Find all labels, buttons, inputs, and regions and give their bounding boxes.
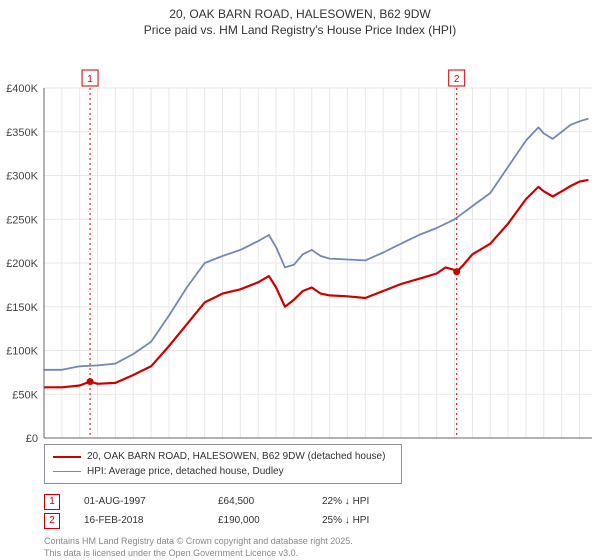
sale-diff-1: 22% ↓ HPI	[322, 492, 422, 511]
legend-label-property: 20, OAK BARN ROAD, HALESOWEN, B62 9DW (d…	[87, 449, 385, 464]
svg-text:2: 2	[454, 74, 460, 85]
legend-swatch-hpi	[53, 471, 81, 472]
svg-text:£0: £0	[26, 433, 38, 443]
sale-price-1: £64,500	[218, 492, 298, 511]
chart-title: 20, OAK BARN ROAD, HALESOWEN, B62 9DW Pr…	[0, 0, 600, 38]
sales-table: 1 01-AUG-1997 £64,500 22% ↓ HPI 2 16-FEB…	[44, 492, 590, 530]
sale-row-1: 1 01-AUG-1997 £64,500 22% ↓ HPI	[44, 492, 590, 511]
legend-label-hpi: HPI: Average price, detached house, Dudl…	[87, 464, 284, 479]
footnote-line1: Contains HM Land Registry data © Crown c…	[44, 536, 590, 548]
svg-text:£350K: £350K	[6, 127, 38, 139]
title-line1: 20, OAK BARN ROAD, HALESOWEN, B62 9DW	[0, 6, 600, 22]
legend-row-hpi: HPI: Average price, detached house, Dudl…	[53, 464, 393, 479]
sale-date-2: 16-FEB-2018	[84, 511, 194, 530]
footnote: Contains HM Land Registry data © Crown c…	[44, 536, 590, 559]
footnote-line2: This data is licensed under the Open Gov…	[44, 548, 590, 560]
svg-text:£250K: £250K	[6, 215, 38, 227]
svg-text:£400K: £400K	[6, 83, 38, 95]
sale-row-2: 2 16-FEB-2018 £190,000 25% ↓ HPI	[44, 511, 590, 530]
svg-text:£100K: £100K	[6, 346, 38, 358]
legend-row-property: 20, OAK BARN ROAD, HALESOWEN, B62 9DW (d…	[53, 449, 393, 464]
chart-area: £0£50K£100K£150K£200K£250K£300K£350K£400…	[0, 38, 600, 438]
sale-diff-2: 25% ↓ HPI	[322, 511, 422, 530]
title-line2: Price paid vs. HM Land Registry's House …	[0, 22, 600, 38]
svg-text:1: 1	[87, 74, 93, 85]
legend-swatch-property	[53, 456, 81, 458]
sale-date-1: 01-AUG-1997	[84, 492, 194, 511]
svg-text:£200K: £200K	[6, 258, 38, 270]
svg-text:£50K: £50K	[12, 390, 38, 402]
sale-marker-1: 1	[44, 494, 60, 510]
line-chart-svg: £0 £50K £100K £150K £200K £250K £300K £350K £400…	[0, 38, 600, 443]
sale-price-2: £190,000	[218, 511, 298, 530]
svg-text:£150K: £150K	[6, 302, 38, 314]
legend: 20, OAK BARN ROAD, HALESOWEN, B62 9DW (d…	[44, 444, 402, 484]
svg-text:£300K: £300K	[6, 171, 38, 183]
sale-marker-2: 2	[44, 513, 60, 529]
